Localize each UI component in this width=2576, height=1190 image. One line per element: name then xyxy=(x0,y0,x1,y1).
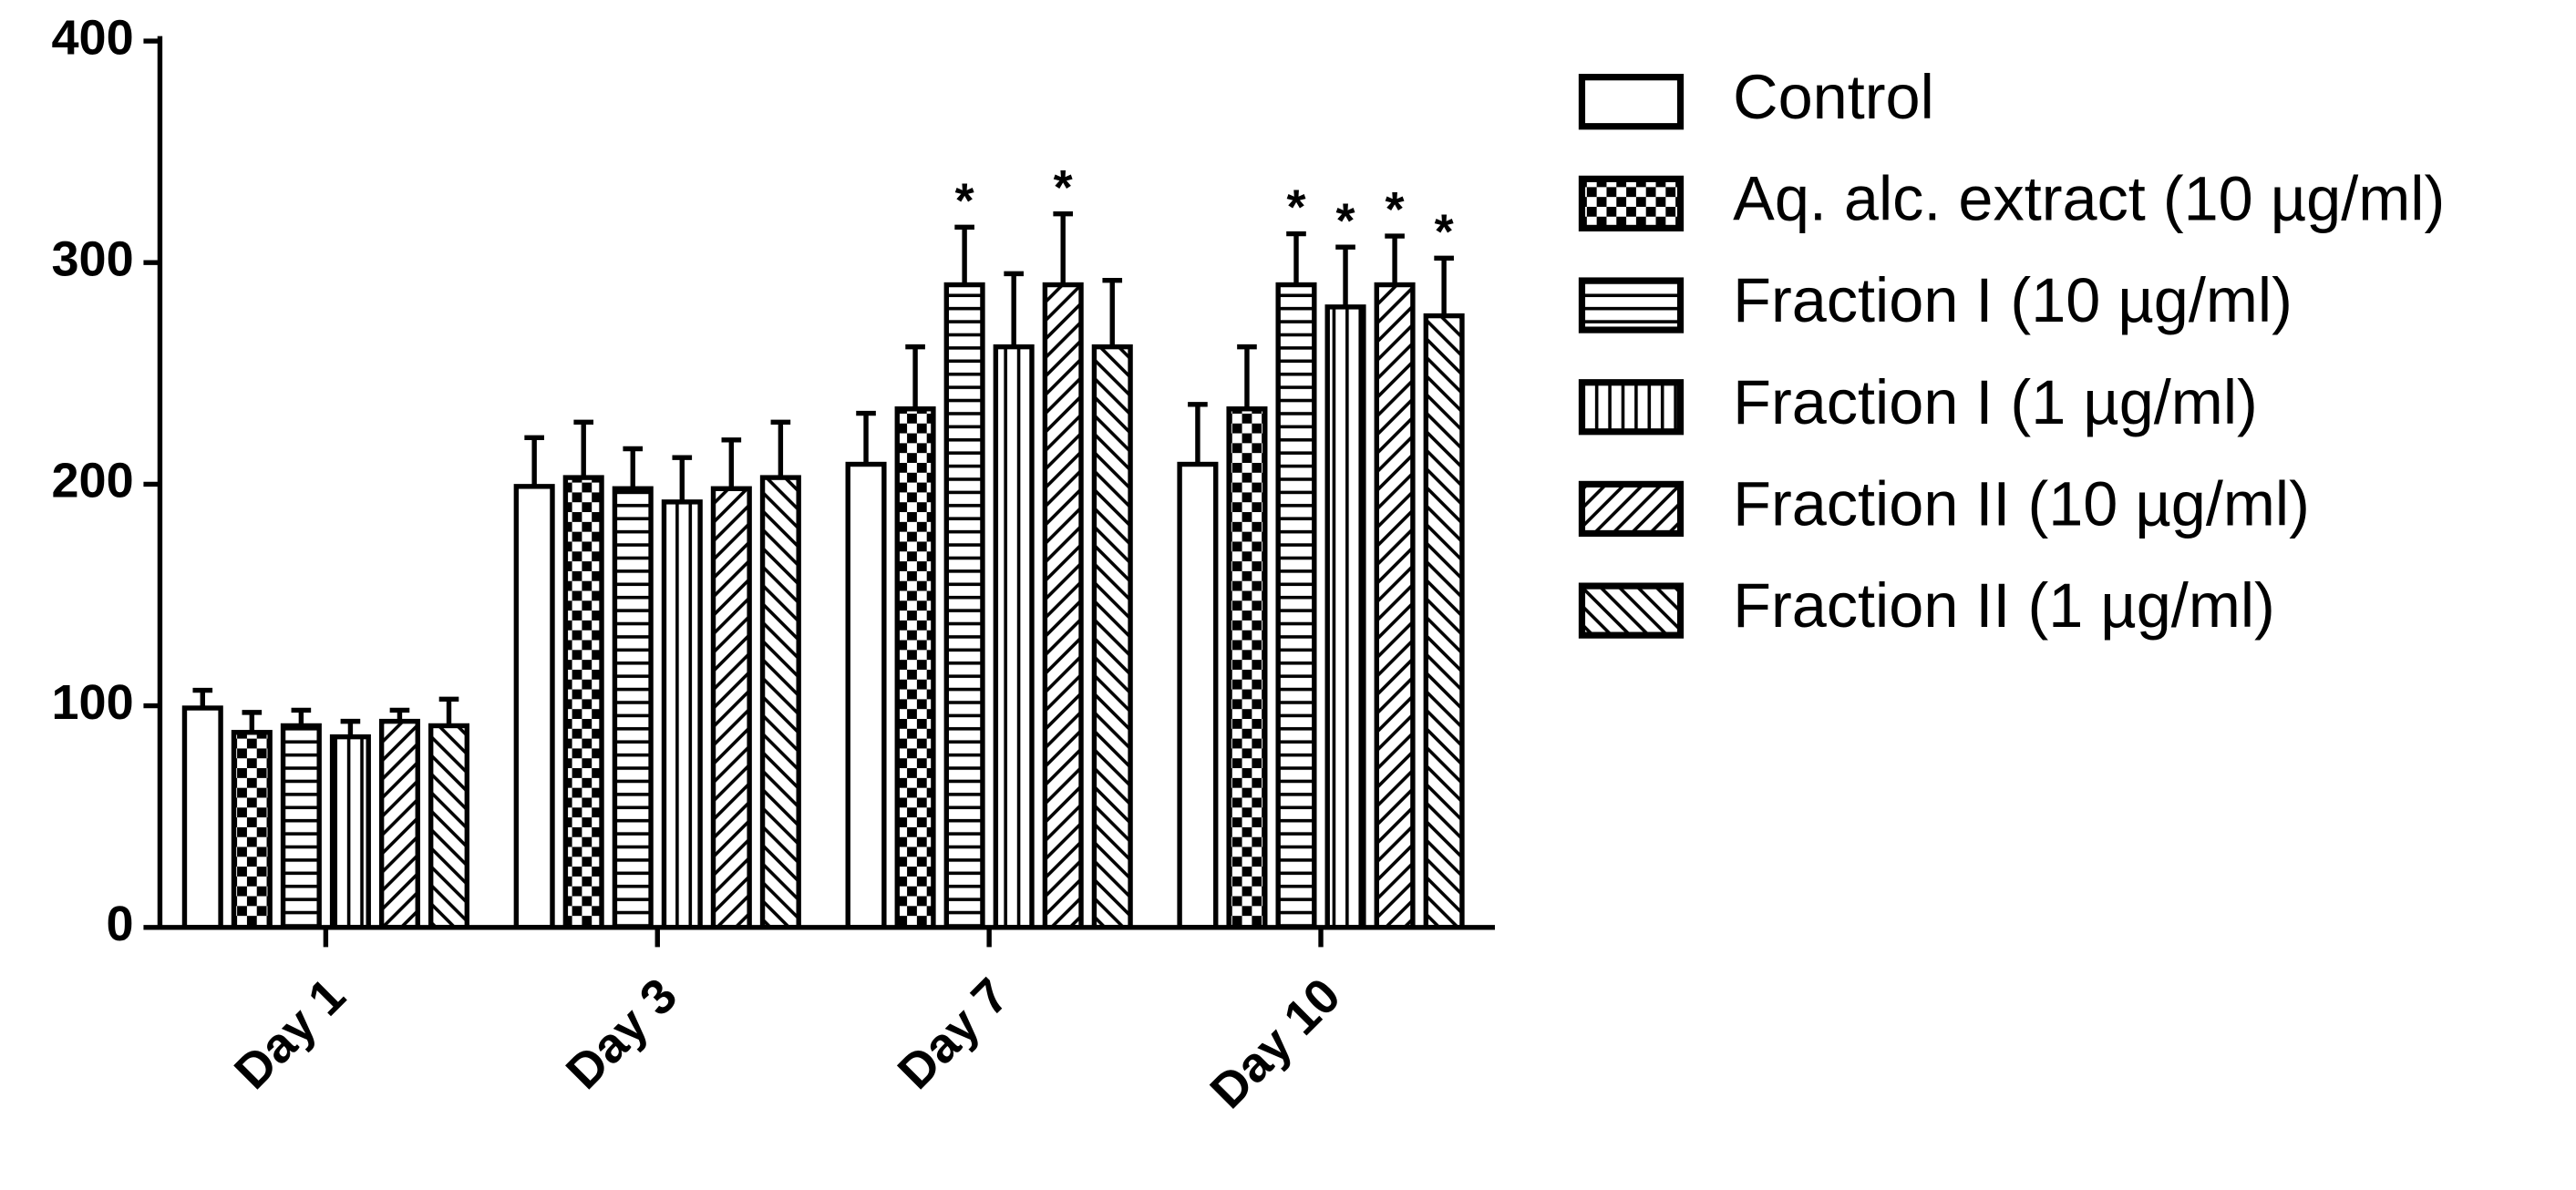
bar xyxy=(428,723,470,930)
bar xyxy=(280,723,322,930)
significance-mark: * xyxy=(1336,193,1355,248)
bar xyxy=(1275,282,1317,930)
x-tick-label: Day 1 xyxy=(224,968,355,1099)
legend-swatch xyxy=(1578,480,1685,538)
legend-swatch xyxy=(1578,379,1685,436)
bar xyxy=(562,475,604,930)
bar xyxy=(329,733,371,930)
bar xyxy=(1423,313,1465,930)
legend-label: Aq. alc. extract (10 µg/ml) xyxy=(1733,163,2445,233)
y-tick-label: 100 xyxy=(51,675,133,730)
legend-label: Control xyxy=(1733,62,1934,132)
bar xyxy=(378,718,420,930)
bar xyxy=(513,484,555,930)
significance-mark: * xyxy=(1286,180,1305,235)
significance-mark: * xyxy=(1435,204,1454,259)
bar xyxy=(181,705,223,930)
bar xyxy=(1091,344,1133,930)
bar xyxy=(710,486,752,930)
legend-swatch xyxy=(1578,277,1685,333)
bar xyxy=(612,486,654,930)
bar xyxy=(1226,406,1268,930)
legend-swatch xyxy=(1578,582,1685,639)
significance-mark: * xyxy=(1054,160,1073,215)
legend-label: Fraction I (10 µg/ml) xyxy=(1733,265,2293,335)
significance-mark: * xyxy=(1386,182,1405,237)
y-tick-label: 400 xyxy=(51,10,133,65)
bar xyxy=(845,461,887,930)
y-tick-label: 200 xyxy=(51,454,133,508)
bar xyxy=(661,499,703,930)
legend-label: Fraction II (10 µg/ml) xyxy=(1733,469,2310,539)
bar xyxy=(1177,461,1219,930)
x-tick-label: Day 10 xyxy=(1200,968,1351,1119)
bar xyxy=(1042,282,1084,930)
bar xyxy=(894,406,936,930)
bar xyxy=(993,344,1035,930)
legend-swatch xyxy=(1578,74,1685,130)
bar xyxy=(1374,282,1416,930)
legend-label: Fraction I (1 µg/ml) xyxy=(1733,367,2258,437)
bar xyxy=(1324,304,1366,930)
bar xyxy=(943,282,985,930)
y-tick-label: 0 xyxy=(107,897,134,951)
legend-swatch xyxy=(1578,175,1685,231)
y-tick-label: 300 xyxy=(51,232,133,287)
x-tick-label: Day 7 xyxy=(888,968,1019,1099)
bar xyxy=(759,475,801,930)
bar xyxy=(231,730,273,930)
significance-mark: * xyxy=(955,173,974,228)
legend-label: Fraction II (1 µg/ml) xyxy=(1733,570,2275,641)
x-tick-label: Day 3 xyxy=(556,968,687,1099)
